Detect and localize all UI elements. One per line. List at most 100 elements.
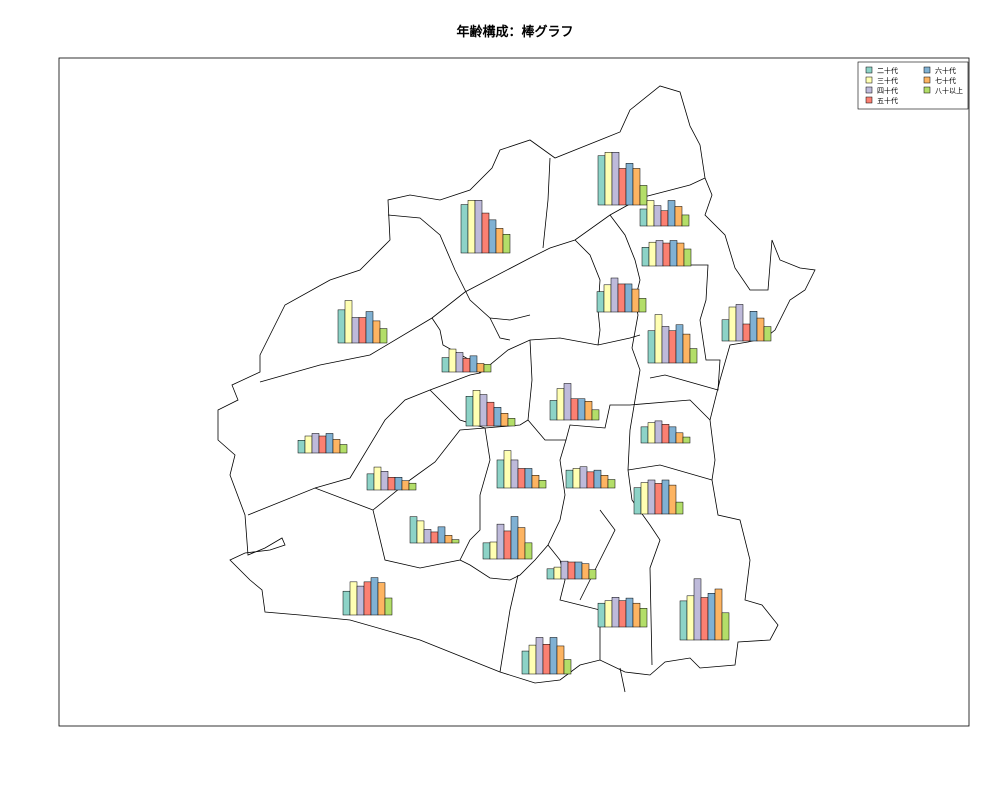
district-bar-chart [721, 304, 772, 342]
bar-三十代 [556, 388, 565, 421]
district-bar-chart [597, 597, 648, 628]
bar-八十以上 [339, 444, 348, 454]
city-outline [217, 85, 816, 684]
bar-六十代 [510, 516, 519, 560]
bar-四十代 [423, 529, 432, 544]
legend-label: 三十代 [877, 76, 898, 85]
bar-七十代 [632, 602, 641, 628]
district-line [527, 339, 630, 441]
bar-六十代 [437, 526, 446, 544]
district-bar-chart [482, 516, 533, 560]
bar-四十代 [611, 152, 620, 206]
bar-四十代 [661, 326, 670, 364]
district-bar-chart [521, 637, 572, 675]
bar-五十代 [570, 398, 579, 421]
bar-五十代 [517, 468, 526, 489]
district-bar-chart [640, 420, 691, 444]
bar-八十以上 [763, 326, 772, 342]
bar-五十代 [700, 597, 709, 641]
bar-六十代 [493, 407, 502, 427]
legend-label: 六十代 [935, 66, 956, 75]
bar-五十代 [462, 358, 471, 373]
bar-四十代 [693, 578, 702, 641]
bar-三十代 [553, 566, 562, 580]
bar-二十代 [565, 469, 574, 489]
bar-三十代 [344, 300, 353, 344]
bar-三十代 [686, 595, 695, 641]
bar-七十代 [674, 206, 683, 227]
legend-swatch [865, 66, 873, 74]
bar-五十代 [742, 323, 751, 342]
bar-四十代 [474, 200, 483, 254]
bar-二十代 [633, 487, 642, 515]
bar-三十代 [304, 435, 313, 454]
chart-title: 年齢構成：棒グラフ [456, 25, 574, 40]
bar-六十代 [574, 561, 583, 580]
bar-七十代 [517, 527, 526, 560]
bar-二十代 [496, 459, 505, 489]
bar-六十代 [469, 355, 478, 373]
bar-三十代 [640, 482, 649, 515]
plot-frame [58, 57, 970, 727]
district-bar-chart [441, 348, 492, 373]
bar-二十代 [297, 440, 306, 454]
bar-四十代 [579, 466, 588, 489]
bar-二十代 [409, 516, 418, 544]
bar-八十以上 [607, 479, 616, 489]
bar-三十代 [489, 541, 498, 560]
bar-七十代 [476, 363, 485, 373]
bar-六十代 [749, 311, 758, 342]
district-bar-chart [342, 577, 393, 616]
district-bar-chart [366, 466, 417, 491]
bar-八十以上 [483, 364, 492, 373]
district-line [627, 464, 713, 481]
bar-八十以上 [379, 328, 388, 344]
bar-七十代 [332, 439, 341, 454]
bar-七十代 [676, 242, 685, 267]
bar-二十代 [546, 568, 555, 580]
district-bar-chart [641, 240, 692, 267]
district-bar-chart [647, 314, 698, 364]
bar-二十代 [342, 590, 351, 616]
bar-六十代 [577, 398, 586, 421]
district-line [609, 214, 661, 666]
bar-五十代 [586, 471, 595, 489]
bar-二十代 [521, 650, 530, 675]
bar-七十代 [377, 582, 386, 616]
bar-七十代 [500, 413, 509, 427]
bar-二十代 [441, 357, 450, 373]
bar-八十以上 [638, 298, 647, 313]
bar-六十代 [625, 163, 634, 206]
bar-六十代 [675, 324, 684, 364]
bar-四十代 [653, 205, 662, 227]
bar-四十代 [611, 597, 620, 628]
legend-box [857, 61, 969, 110]
bar-五十代 [668, 330, 677, 364]
bar-三十代 [572, 468, 581, 489]
bar-八十以上 [384, 597, 393, 616]
district-line [579, 509, 616, 601]
bar-七十代 [756, 317, 765, 342]
legend-swatch [923, 66, 931, 74]
bar-八十以上 [721, 612, 730, 641]
legend-swatch [923, 76, 931, 84]
district-bar-chart [465, 390, 516, 427]
bar-五十代 [660, 210, 669, 227]
bar-八十以上 [681, 214, 690, 227]
bar-七十代 [581, 563, 590, 580]
bar-六十代 [661, 479, 670, 515]
bar-二十代 [597, 155, 606, 206]
district-bar-chart [460, 200, 511, 254]
district-line [387, 214, 531, 321]
district-line [649, 264, 721, 391]
bar-四十代 [560, 560, 569, 580]
district-bar-chart [496, 450, 547, 489]
bar-八十以上 [408, 482, 417, 491]
bar-五十代 [542, 644, 551, 675]
bar-三十代 [648, 241, 657, 267]
bar-二十代 [639, 208, 648, 227]
legend-swatch [923, 86, 931, 94]
district-line [574, 239, 601, 346]
bar-四十代 [735, 304, 744, 342]
bar-三十代 [448, 348, 457, 373]
